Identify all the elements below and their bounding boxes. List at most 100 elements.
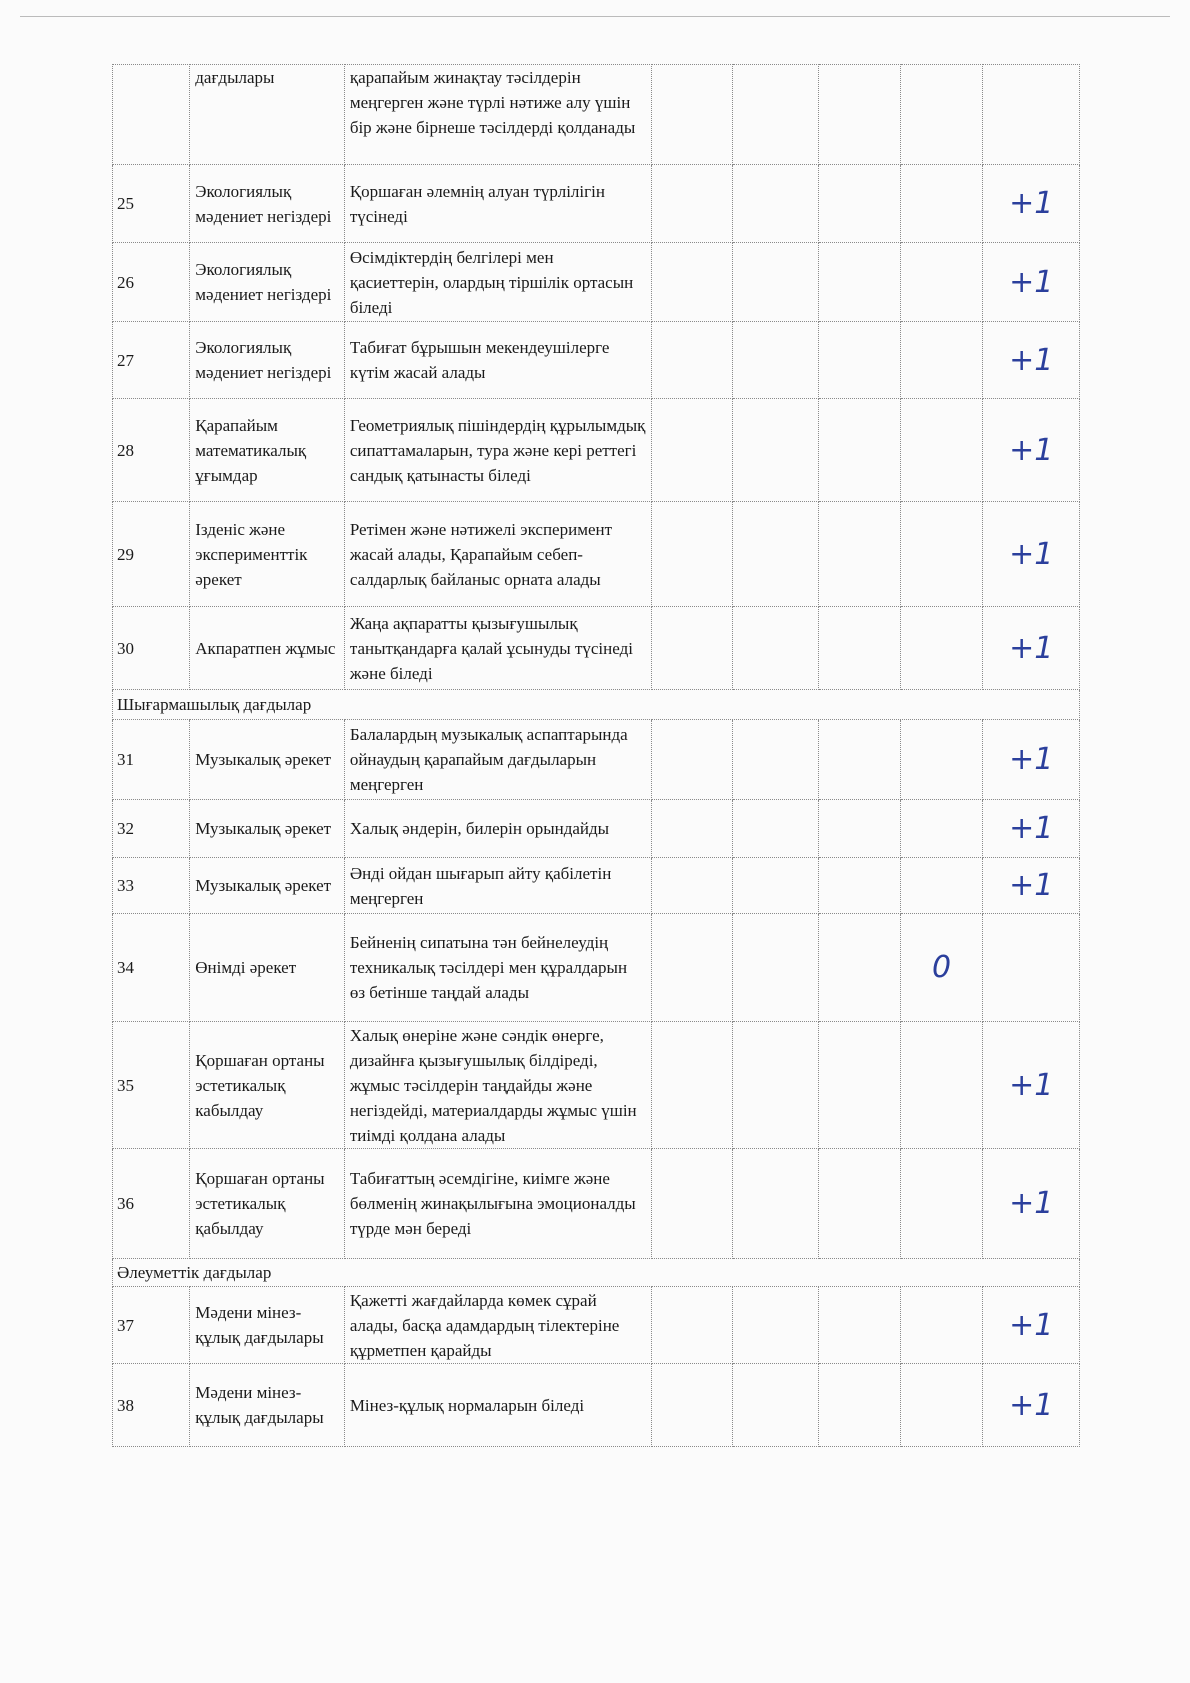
empty-cell (818, 242, 901, 322)
empty-cell (650, 1148, 734, 1259)
table-row: 32 Музыкалық әрекет Халық әндерін, билерін… (111, 799, 1080, 858)
table-row: 33 Музыкалық әрекет Әнді ойдан шығарып айт… (111, 857, 1080, 914)
table-row: 29 Ізденіс және эксперименттік әрекет Реті… (111, 501, 1080, 607)
empty-cell (818, 1021, 901, 1149)
skill-description: Қоршаған әлемнің алуан түрлілігін түсіне… (343, 164, 652, 243)
skill-area: Ізденіс және эксперименттік әрекет (189, 501, 345, 607)
empty-cell (650, 719, 734, 800)
empty-cell (899, 1363, 984, 1447)
section-header-row: Шығармашылық дағдылар (112, 689, 1080, 720)
empty-cell (818, 857, 901, 914)
skill-area: Экологиялық мәдениет негіздері (189, 164, 345, 243)
empty-cell (899, 398, 984, 502)
empty-cell (650, 321, 734, 399)
handwritten-score: +1 (982, 719, 1080, 800)
empty-cell (982, 64, 1080, 165)
empty-cell (818, 606, 901, 690)
empty-cell (818, 321, 901, 399)
handwritten-score: 0 (899, 913, 984, 1022)
handwritten-score: +1 (982, 398, 1080, 502)
row-number: 32 (111, 799, 191, 858)
empty-cell (650, 501, 734, 607)
empty-cell (732, 164, 820, 243)
table-row: 26 Экологиялық мәдениет негіздері Өсімдікт… (111, 242, 1080, 322)
table-row: 30 Акпаратпен жұмыс Жаңа ақпаратты қызығуш… (111, 606, 1080, 690)
row-number: 35 (111, 1021, 191, 1149)
table-row: 38 Мәдени мінез-құлық дағдылары Мінез-құлы… (111, 1363, 1080, 1447)
empty-cell (899, 501, 984, 607)
row-number: 34 (111, 913, 191, 1022)
empty-cell (732, 857, 820, 914)
empty-cell (650, 606, 734, 690)
table-row: 25 Экологиялық мәдениет негіздері Қоршаған… (111, 164, 1080, 243)
skill-area: дағдылары (189, 64, 345, 165)
empty-cell (899, 164, 984, 243)
handwritten-score: +1 (982, 799, 1080, 858)
section-title: Шығармашылық дағдылар (112, 689, 1080, 720)
table-row: 27 Экологиялық мәдениет негіздері Табиғат … (111, 321, 1080, 399)
row-number: 29 (111, 501, 191, 607)
empty-cell (982, 913, 1080, 1022)
empty-cell (732, 321, 820, 399)
section-header-row: Әлеуметтік дағдылар (112, 1258, 1080, 1287)
assessment-table: дағдылары қарапайым жинақтау тәсілдерін м… (111, 64, 1080, 1447)
row-number: 28 (111, 398, 191, 502)
empty-cell (818, 64, 901, 165)
empty-cell (899, 719, 984, 800)
skill-description: Халық әндерін, билерін орындайды (343, 799, 652, 858)
empty-cell (899, 799, 984, 858)
skill-area: Экологиялық мәдениет негіздері (189, 242, 345, 322)
skill-description: Өсімдіктердің белгілері мен қасиеттерін,… (343, 242, 652, 322)
table-row: 31 Музыкалық әрекет Балалардың музыкалық а… (111, 719, 1080, 800)
table-row: 37 Мәдени мінез-құлық дағдылары Қажетті жа… (111, 1286, 1080, 1364)
table-row: 36 Қоршаған ортаны эстетикалық қабылдау Та… (111, 1148, 1080, 1259)
skill-area: Музыкалық әрекет (189, 799, 345, 858)
row-number: 37 (111, 1286, 191, 1364)
empty-cell (732, 1286, 820, 1364)
empty-cell (732, 1363, 820, 1447)
empty-cell (899, 321, 984, 399)
empty-cell (650, 164, 734, 243)
row-number: 26 (111, 242, 191, 322)
handwritten-score: +1 (982, 1363, 1080, 1447)
empty-cell (650, 1286, 734, 1364)
empty-cell (732, 606, 820, 690)
empty-cell (650, 398, 734, 502)
empty-cell (818, 501, 901, 607)
handwritten-score: +1 (982, 501, 1080, 607)
skill-area: Қоршаған ортаны эстетикалық қабылдау (189, 1148, 345, 1259)
handwritten-score: +1 (982, 1148, 1080, 1259)
row-number (111, 64, 191, 165)
skill-description: Мінез-құлық нормаларын біледі (343, 1363, 652, 1447)
empty-cell (818, 1286, 901, 1364)
empty-cell (899, 1021, 984, 1149)
empty-cell (818, 398, 901, 502)
skill-description: Ретімен және нәтижелі эксперимент жасай … (343, 501, 652, 607)
empty-cell (818, 1148, 901, 1259)
skill-description: Табиғат бұрышын мекендеушілерге күтім жа… (343, 321, 652, 399)
empty-cell (650, 857, 734, 914)
skill-area: Акпаратпен жұмыс (189, 606, 345, 690)
empty-cell (818, 913, 901, 1022)
empty-cell (650, 242, 734, 322)
skill-area: Экологиялық мәдениет негіздері (189, 321, 345, 399)
empty-cell (899, 1148, 984, 1259)
skill-description: Жаңа ақпаратты қызығушылық танытқандарға… (343, 606, 652, 690)
row-number: 38 (111, 1363, 191, 1447)
empty-cell (732, 501, 820, 607)
row-number: 27 (111, 321, 191, 399)
skill-description: Геометриялық пішіндердің құрылымдық сипа… (343, 398, 652, 502)
row-number: 25 (111, 164, 191, 243)
skill-area: Музыкалық әрекет (189, 719, 345, 800)
table-row: 34 Өнімді әрекет Бейненің сипатына тән бей… (111, 913, 1080, 1022)
empty-cell (650, 1021, 734, 1149)
empty-cell (650, 1363, 734, 1447)
handwritten-score: +1 (982, 857, 1080, 914)
skill-area: Мәдени мінез-құлық дағдылары (189, 1363, 345, 1447)
empty-cell (732, 398, 820, 502)
scan-edge-line (20, 16, 1170, 17)
row-number: 31 (111, 719, 191, 800)
row-number: 30 (111, 606, 191, 690)
empty-cell (818, 799, 901, 858)
table-row: 35 Қоршаған ортаны эстетикалық кабылдау Ха… (111, 1021, 1080, 1149)
